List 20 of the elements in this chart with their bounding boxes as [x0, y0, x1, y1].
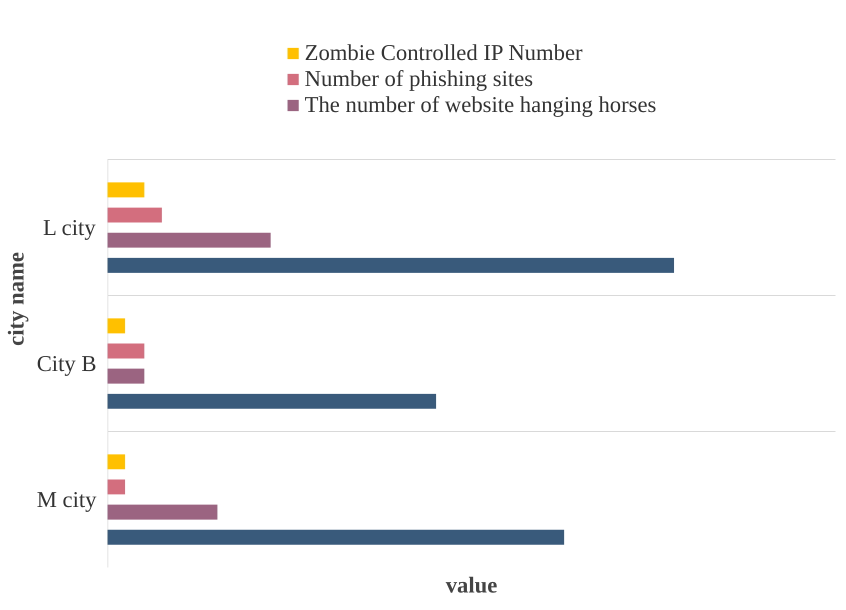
bar [108, 344, 144, 358]
legend-label: The number of website hanging horses [304, 92, 656, 118]
bar [108, 318, 126, 334]
y-tick-label: M city [36, 487, 98, 512]
bar [108, 182, 144, 198]
bar [108, 368, 144, 384]
y-axis-title: city name [4, 252, 29, 346]
bar [108, 454, 126, 470]
bar [108, 479, 126, 494]
y-tick-label: L city [43, 215, 96, 240]
bar [108, 208, 162, 223]
bar [108, 504, 218, 520]
x-axis-title: value [446, 572, 498, 598]
legend-label: Number of phishing sites [304, 66, 534, 92]
legend-label: Zombie Controlled IP Number [304, 40, 583, 66]
bar [108, 258, 674, 273]
y-tick-label: City B [36, 351, 97, 376]
bar [108, 232, 271, 248]
bar [108, 394, 436, 409]
bar [108, 530, 564, 545]
